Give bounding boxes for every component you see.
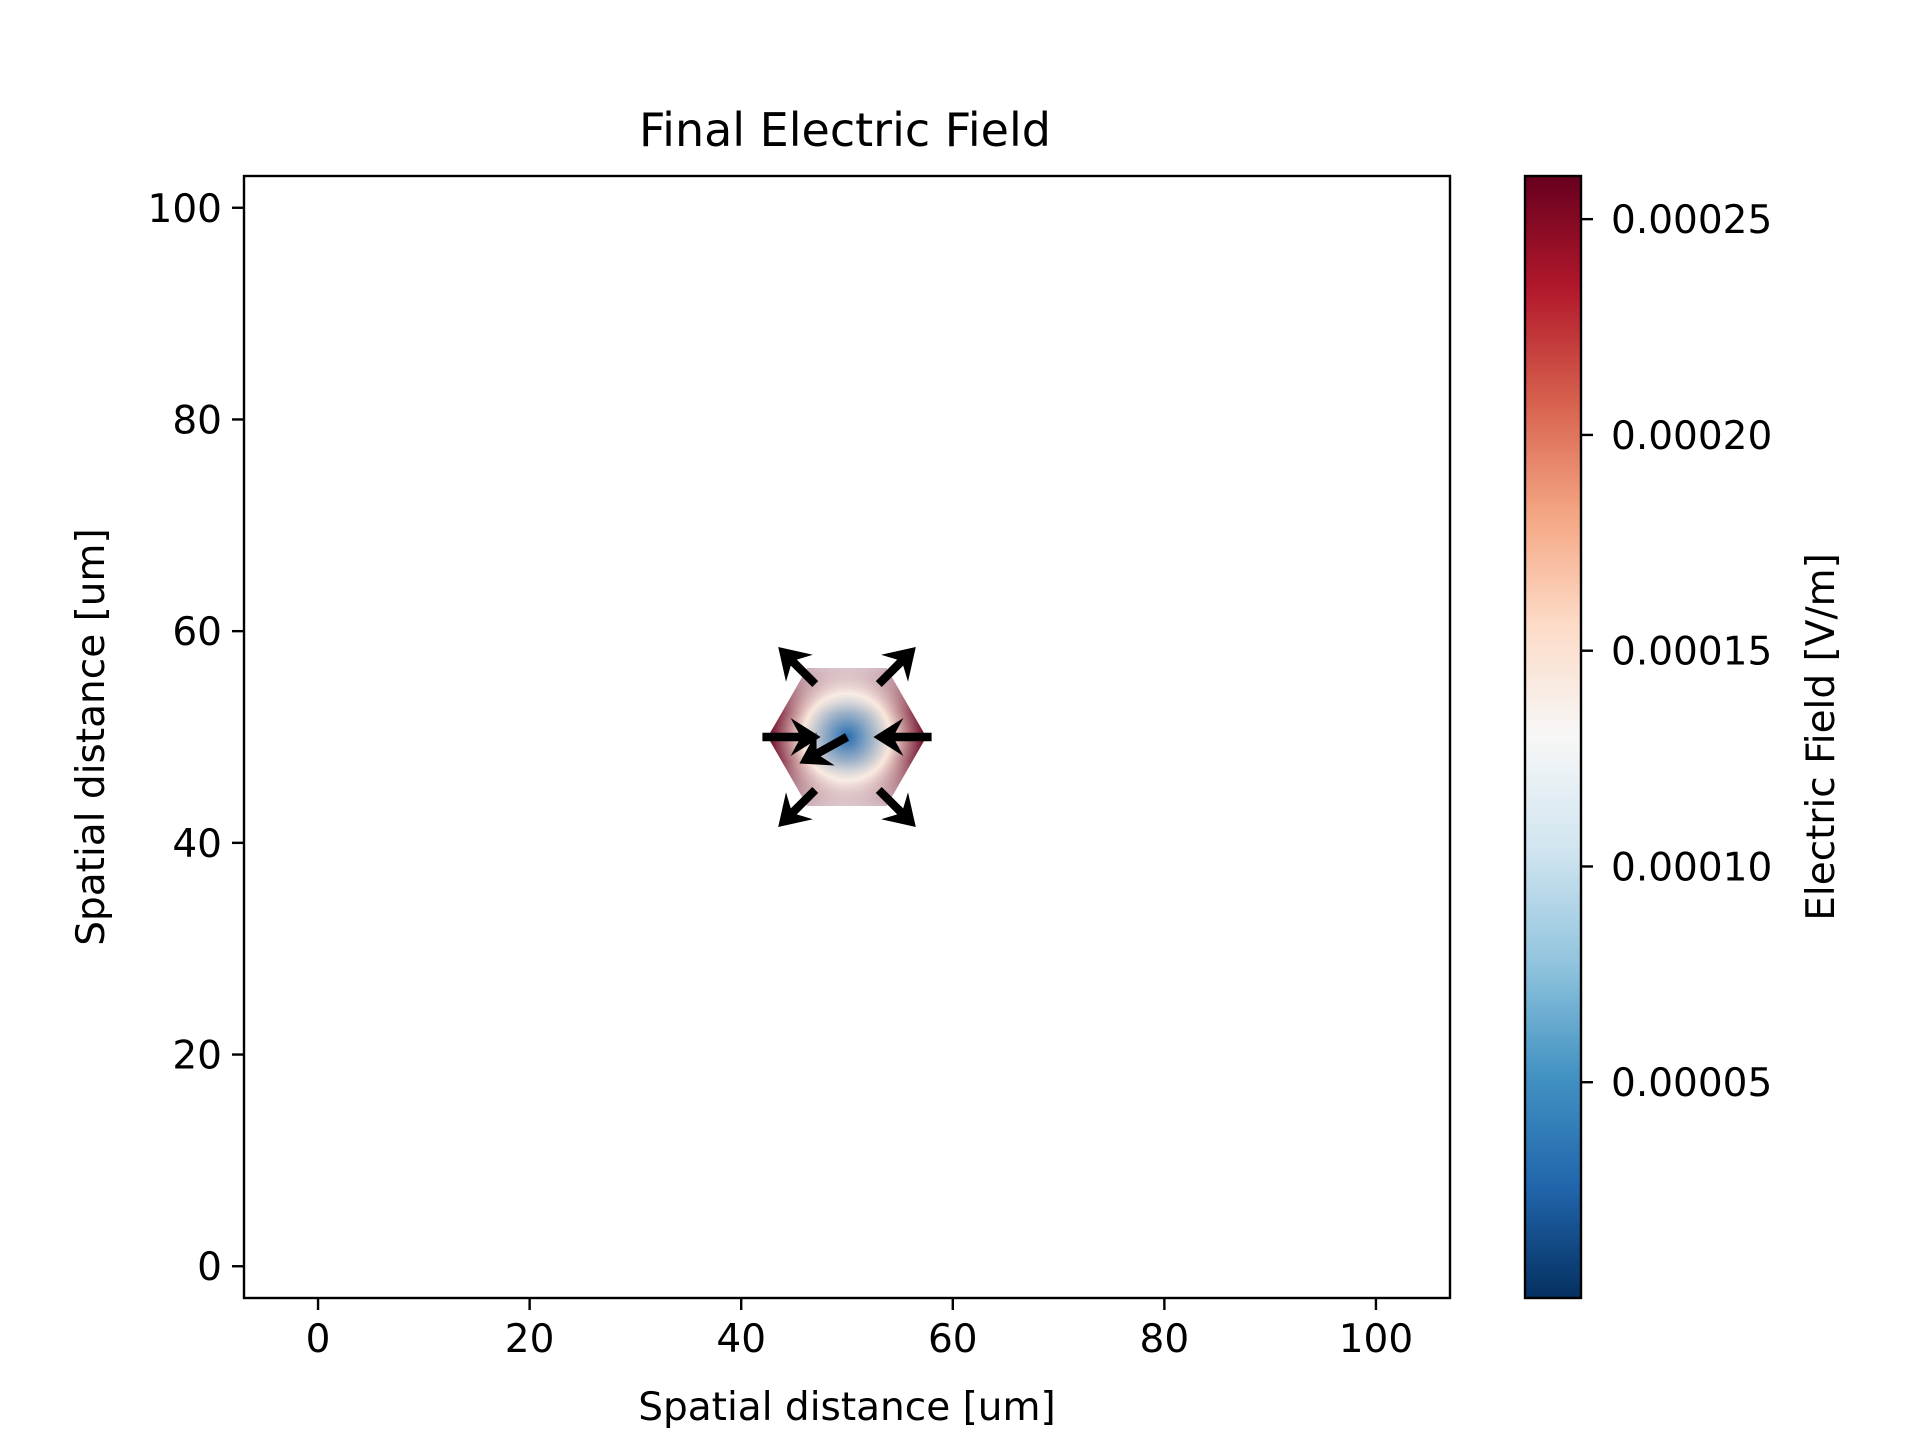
y-tick-label: 100 [148,187,222,232]
colorbar-tick-label: 0.00005 [1611,1061,1772,1106]
axes-frame [242,174,1452,1300]
field-vector-arrow [778,647,819,687]
y-tick-label: 80 [172,398,222,443]
y-tick-label: 60 [172,610,222,655]
x-tick-label: 0 [306,1317,331,1362]
y-tick-label: 20 [172,1034,222,1079]
x-tick-label: 80 [1140,1317,1190,1362]
y-tick-label: 0 [197,1245,222,1290]
x-axis-ticks: 0 20 40 60 80 100 [306,1298,1413,1362]
field-vector-arrow [799,732,849,766]
chart-title: Final Electric Field [639,103,1051,157]
colorbar-tick-label: 0.00015 [1611,630,1772,675]
field-vectors [762,647,932,827]
colorbar: 0.00005 0.00010 0.00015 0.00020 0.00025 Elec… [1523,174,1844,1300]
field-vector-arrow [875,787,916,827]
field-vector-arrow [762,718,821,756]
colorbar-label: Electric Field [V/m] [1799,553,1844,921]
x-tick-label: 100 [1339,1317,1413,1362]
y-axis-ticks: 0 20 40 60 80 100 [148,187,244,1290]
y-tick-label: 40 [172,822,222,867]
y-axis-label: Spatial distance [um] [69,528,114,945]
colorbar-frame [1523,174,1583,1300]
field-vector-arrow [873,718,932,756]
colorbar-ticks: 0.00005 0.00010 0.00015 0.00020 0.00025 [1581,198,1772,1106]
plot-area [242,174,1452,1300]
x-tick-label: 40 [716,1317,766,1362]
x-tick-label: 60 [928,1317,978,1362]
x-tick-label: 20 [505,1317,555,1362]
colorbar-tick-label: 0.00025 [1611,198,1772,243]
x-axis-label: Spatial distance [um] [638,1385,1055,1430]
colorbar-gradient [1525,176,1581,1298]
colorbar-tick-label: 0.00010 [1611,845,1772,890]
colorbar-tick-label: 0.00020 [1611,414,1772,459]
field-vector-arrow [778,787,819,827]
field-vector-arrow [875,647,916,687]
